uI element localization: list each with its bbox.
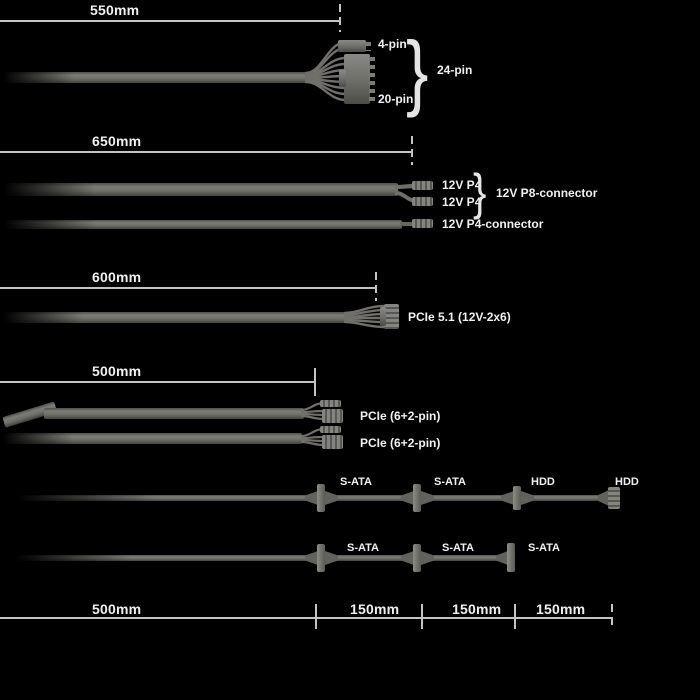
atx-wire-fan [304, 40, 348, 102]
pcie-2pin-plug-1 [320, 400, 341, 407]
label-hdd-1: HDD [531, 476, 555, 488]
hdd-connector-end [608, 487, 620, 509]
measure-tick-500 [314, 368, 316, 396]
label-12v-p4-bottom: 12V P4 [442, 195, 482, 209]
bottom-tick-2 [421, 604, 423, 629]
ruler-line-650 [0, 151, 413, 153]
pcie-6pin-connector-2 [322, 435, 343, 449]
cpu-cable-ribbon-1 [0, 183, 398, 196]
sata-connector-fan [421, 551, 434, 565]
pcie-6pin-connector-1 [322, 409, 343, 423]
bottom-tick-1 [315, 604, 317, 629]
bottom-tick-3 [514, 604, 516, 629]
pcie5-connector [384, 304, 399, 329]
sata-connector-fan [325, 491, 338, 505]
ruler-label-650mm: 650mm [92, 133, 142, 149]
bottom-ruler-label-150mm-2: 150mm [452, 601, 502, 617]
label-pcie-2: PCIe (6+2-pin) [360, 436, 441, 450]
label-12v-p4-connector: 12V P4-connector [442, 217, 544, 231]
sata-chain-cable-2 [12, 555, 509, 561]
sata-connector-fan [401, 491, 414, 505]
sata-connector-3 [317, 544, 325, 572]
ruler-label-550mm: 550mm [90, 2, 140, 18]
cpu-wire-2 [400, 222, 413, 226]
atx-24pin-connector-pins [369, 57, 375, 102]
sata-connector-fan [305, 491, 318, 505]
atx-cable-ribbon [0, 72, 308, 83]
bottom-tick-end [611, 604, 613, 630]
label-sata-2: S-ATA [434, 476, 466, 488]
sata-connector-fan [496, 551, 508, 565]
label-12v-p8-connector: 12V P8-connector [496, 186, 598, 200]
pcie-cable-1 [44, 408, 304, 419]
sata-connector-end [507, 543, 515, 572]
ruler-line-550 [0, 20, 341, 22]
label-sata-1: S-ATA [340, 476, 372, 488]
sata-connector-fan [325, 551, 338, 565]
label-pcie5: PCIe 5.1 (12V-2x6) [408, 310, 511, 324]
label-pcie-1: PCIe (6+2-pin) [360, 409, 441, 423]
atx-24pin-latch [339, 70, 346, 87]
brace-icon: } [473, 164, 487, 220]
sata-connector-1 [317, 484, 325, 512]
pcie-2pin-plug-2 [320, 426, 341, 433]
bottom-ruler-label-500mm: 500mm [92, 601, 142, 617]
measure-tick-650 [411, 136, 413, 165]
label-12v-p4-top: 12V P4 [442, 178, 482, 192]
hdd-connector-1 [513, 486, 521, 510]
pcie5-cable-ribbon [0, 312, 345, 323]
atx-24pin-connector [344, 54, 370, 104]
bottom-ruler-label-150mm-3: 150mm [536, 601, 586, 617]
pcie-cable-2 [0, 433, 302, 444]
label-sata-5: S-ATA [528, 542, 560, 554]
pcie5-connector-collar [380, 307, 386, 326]
hdd-connector-fan [598, 490, 609, 506]
sata-connector-4 [413, 544, 421, 572]
label-4pin: 4-pin [378, 37, 407, 51]
measure-tick-600 [375, 272, 377, 301]
cpu-p4-plug-3 [412, 219, 433, 228]
brace-icon: } [406, 24, 429, 118]
measure-tick-550 [339, 4, 341, 32]
ruler-line-500 [0, 381, 316, 383]
cpu-cable-ribbon-2 [0, 220, 402, 229]
bottom-ruler-line [0, 617, 613, 619]
hdd-connector-fan [521, 491, 534, 505]
cpu-p4-plug-1 [412, 181, 433, 190]
hdd-connector-fan [501, 491, 514, 505]
label-24pin: 24-pin [437, 63, 473, 77]
bottom-ruler-label-150mm-1: 150mm [350, 601, 400, 617]
label-sata-4: S-ATA [442, 542, 474, 554]
label-sata-3: S-ATA [347, 542, 379, 554]
label-20pin: 20-pin [378, 92, 414, 106]
label-hdd-2: HDD [615, 476, 639, 488]
ruler-label-500mm: 500mm [92, 363, 142, 379]
atx-4pin-connector-pins [365, 42, 371, 51]
sata-connector-fan [305, 551, 318, 565]
ruler-line-600 [0, 287, 377, 289]
sata-connector-fan [421, 491, 434, 505]
sata-connector-fan [401, 551, 414, 565]
sata-connector-2 [413, 484, 421, 512]
cpu-p4-plug-2 [412, 197, 433, 206]
ruler-label-600mm: 600mm [92, 269, 142, 285]
atx-4pin-connector [338, 40, 366, 52]
